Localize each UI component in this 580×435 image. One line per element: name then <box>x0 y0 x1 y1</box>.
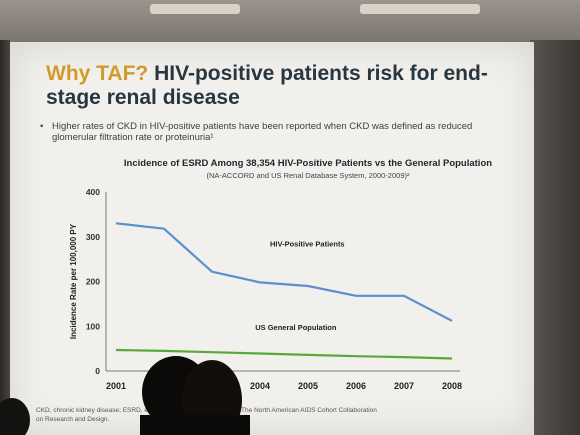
esrd-chart: Incidence of ESRD Among 38,354 HIV-Posit… <box>58 154 538 396</box>
x-tick-label: 2008 <box>442 381 462 391</box>
bullet-dot-icon: • <box>40 121 44 132</box>
series-label: HIV-Positive Patients <box>270 240 345 249</box>
bullet-text: Higher rates of CKD in HIV-positive pati… <box>52 121 473 143</box>
x-tick-label: 2001 <box>106 381 126 391</box>
footnote-left: CKD, chronic kidney disease; ESRD, en <box>36 407 152 414</box>
y-axis-title: Incidence Rate per 100,000 PY <box>69 223 78 339</box>
series-line-hiv <box>115 222 453 322</box>
y-tick-label: 300 <box>86 232 100 242</box>
footnote-right: -ACCORD, The North American AIDS Cohort … <box>207 407 377 414</box>
y-tick-label: 0 <box>95 366 100 376</box>
slide-title-accent: Why TAF? <box>46 62 149 85</box>
y-tick-label: 400 <box>86 187 100 197</box>
chart-title: Incidence of ESRD Among 38,354 HIV-Posit… <box>123 158 493 169</box>
slide-title-rest: HIV-positive patients risk for end-stage… <box>46 62 488 109</box>
x-tick-label: 2007 <box>394 381 414 391</box>
projected-slide: Why TAF? HIV-positive patients risk for … <box>10 42 534 435</box>
y-tick-label: 200 <box>86 277 100 287</box>
footnote: CKD, chronic kidney disease; ESRD, en -A… <box>36 406 496 424</box>
series-line-us <box>115 348 453 360</box>
chart-subtitle: (NA-ACCORD and US Renal Database System,… <box>206 171 410 180</box>
line-plot: 0 100 200 300 400 2001 2002 2003 2004 2005 2006 200… <box>69 187 462 396</box>
wall-right <box>530 40 580 435</box>
x-tick-label: 2005 <box>298 381 318 391</box>
series-label: US General Population <box>255 323 337 332</box>
footnote-line2: on Research and Design. <box>36 416 110 423</box>
wall-left <box>0 40 10 435</box>
slide-title: Why TAF? HIV-positive patients risk for … <box>46 62 516 110</box>
y-tick-label: 100 <box>86 321 100 331</box>
x-tick-label: 2006 <box>346 381 366 391</box>
x-tick-label: 2002 <box>154 381 174 391</box>
ceiling <box>0 0 580 44</box>
ceiling-light <box>360 4 480 14</box>
x-axis-title: Calendar Year <box>262 395 326 396</box>
x-tick-label: 2003 <box>202 381 222 391</box>
ceiling-light <box>150 4 240 14</box>
x-tick-label: 2004 <box>250 381 270 391</box>
